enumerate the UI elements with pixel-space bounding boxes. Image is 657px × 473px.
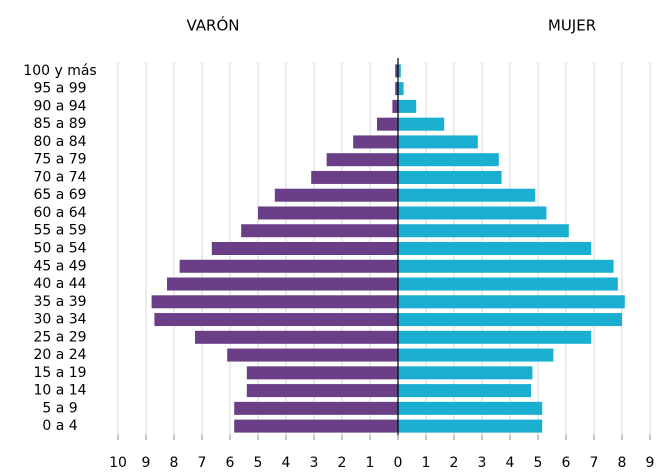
x-tick-label: 5: [254, 455, 263, 471]
side-header: VARÓN: [186, 16, 239, 35]
category-label: 40 a 44: [33, 276, 86, 292]
x-tick-label: 9: [142, 455, 151, 471]
category-label: 55 a 59: [33, 223, 86, 239]
x-tick-label: 6: [562, 455, 571, 471]
bar: [234, 401, 398, 415]
x-tick-label: 3: [478, 455, 487, 471]
x-tick-label: 6: [226, 455, 235, 471]
bar: [398, 330, 592, 344]
x-tick-label: 2: [338, 455, 347, 471]
bar: [398, 224, 569, 238]
category-label: 5 a 9: [42, 400, 77, 416]
bar: [398, 188, 536, 202]
bar: [398, 277, 618, 291]
category-label: 15 a 19: [33, 365, 86, 381]
category-label: 65 a 69: [33, 187, 86, 203]
x-tick-label: 9: [646, 455, 655, 471]
x-tick-label: 1: [366, 455, 375, 471]
category-label: 50 a 54: [33, 241, 86, 257]
x-tick-label: 8: [170, 455, 179, 471]
category-label: 30 a 34: [33, 312, 86, 328]
side-header: MUJER: [548, 17, 596, 35]
x-tick-label: 8: [618, 455, 627, 471]
bar: [398, 206, 547, 220]
bar: [154, 313, 398, 327]
bar: [398, 242, 592, 255]
bar: [398, 99, 417, 113]
bar: [274, 188, 398, 202]
category-label: 70 a 74: [33, 169, 86, 185]
bar: [398, 117, 445, 131]
x-tick-label: 3: [310, 455, 319, 471]
category-label: 95 a 99: [33, 81, 86, 97]
bar: [398, 135, 478, 149]
bar: [398, 401, 543, 415]
x-tick-label: 1: [422, 455, 431, 471]
bar: [398, 313, 622, 327]
x-tick-label: 5: [534, 455, 543, 471]
bar: [211, 242, 398, 255]
x-tick-label: 2: [450, 455, 459, 471]
category-label: 45 a 49: [33, 258, 86, 274]
category-label: 20 a 24: [33, 347, 86, 363]
bar: [398, 153, 499, 167]
bar: [179, 259, 398, 273]
bar: [398, 259, 614, 273]
bar: [398, 64, 401, 78]
x-tick-label: 10: [109, 455, 127, 471]
bar: [395, 82, 398, 96]
bar: [234, 419, 398, 433]
x-tick-label: 4: [506, 455, 515, 471]
bar: [311, 170, 398, 184]
category-label: 0 a 4: [42, 418, 77, 434]
bar: [398, 419, 543, 433]
category-label: 100 y más: [23, 63, 96, 79]
x-tick-label: 0: [394, 455, 403, 471]
x-tick-label: 7: [198, 455, 207, 471]
category-label: 90 a 94: [33, 98, 86, 114]
category-label: 75 a 79: [33, 152, 86, 168]
bar: [398, 82, 404, 96]
category-label: 60 a 64: [33, 205, 86, 221]
bar: [167, 277, 398, 291]
category-label: 85 a 89: [33, 116, 86, 132]
bar: [377, 117, 398, 131]
bar: [246, 366, 398, 380]
category-label: 80 a 84: [33, 134, 86, 150]
bar: [398, 348, 554, 362]
bar: [258, 206, 398, 220]
bar: [353, 135, 398, 149]
bar: [326, 153, 398, 167]
bar: [227, 348, 398, 362]
x-tick-label: 4: [282, 455, 291, 471]
bar: [241, 224, 398, 238]
x-tick-label: 7: [590, 455, 599, 471]
bar: [246, 384, 398, 398]
bar: [398, 295, 625, 309]
bar: [395, 64, 398, 78]
category-label: 35 a 39: [33, 294, 86, 310]
bar: [151, 295, 398, 309]
bar: [398, 366, 533, 380]
bar: [392, 99, 398, 113]
category-label: 25 a 29: [33, 329, 86, 345]
category-label: 10 a 14: [33, 383, 86, 399]
bar: [195, 330, 398, 344]
bar: [398, 170, 502, 184]
bar: [398, 384, 531, 398]
